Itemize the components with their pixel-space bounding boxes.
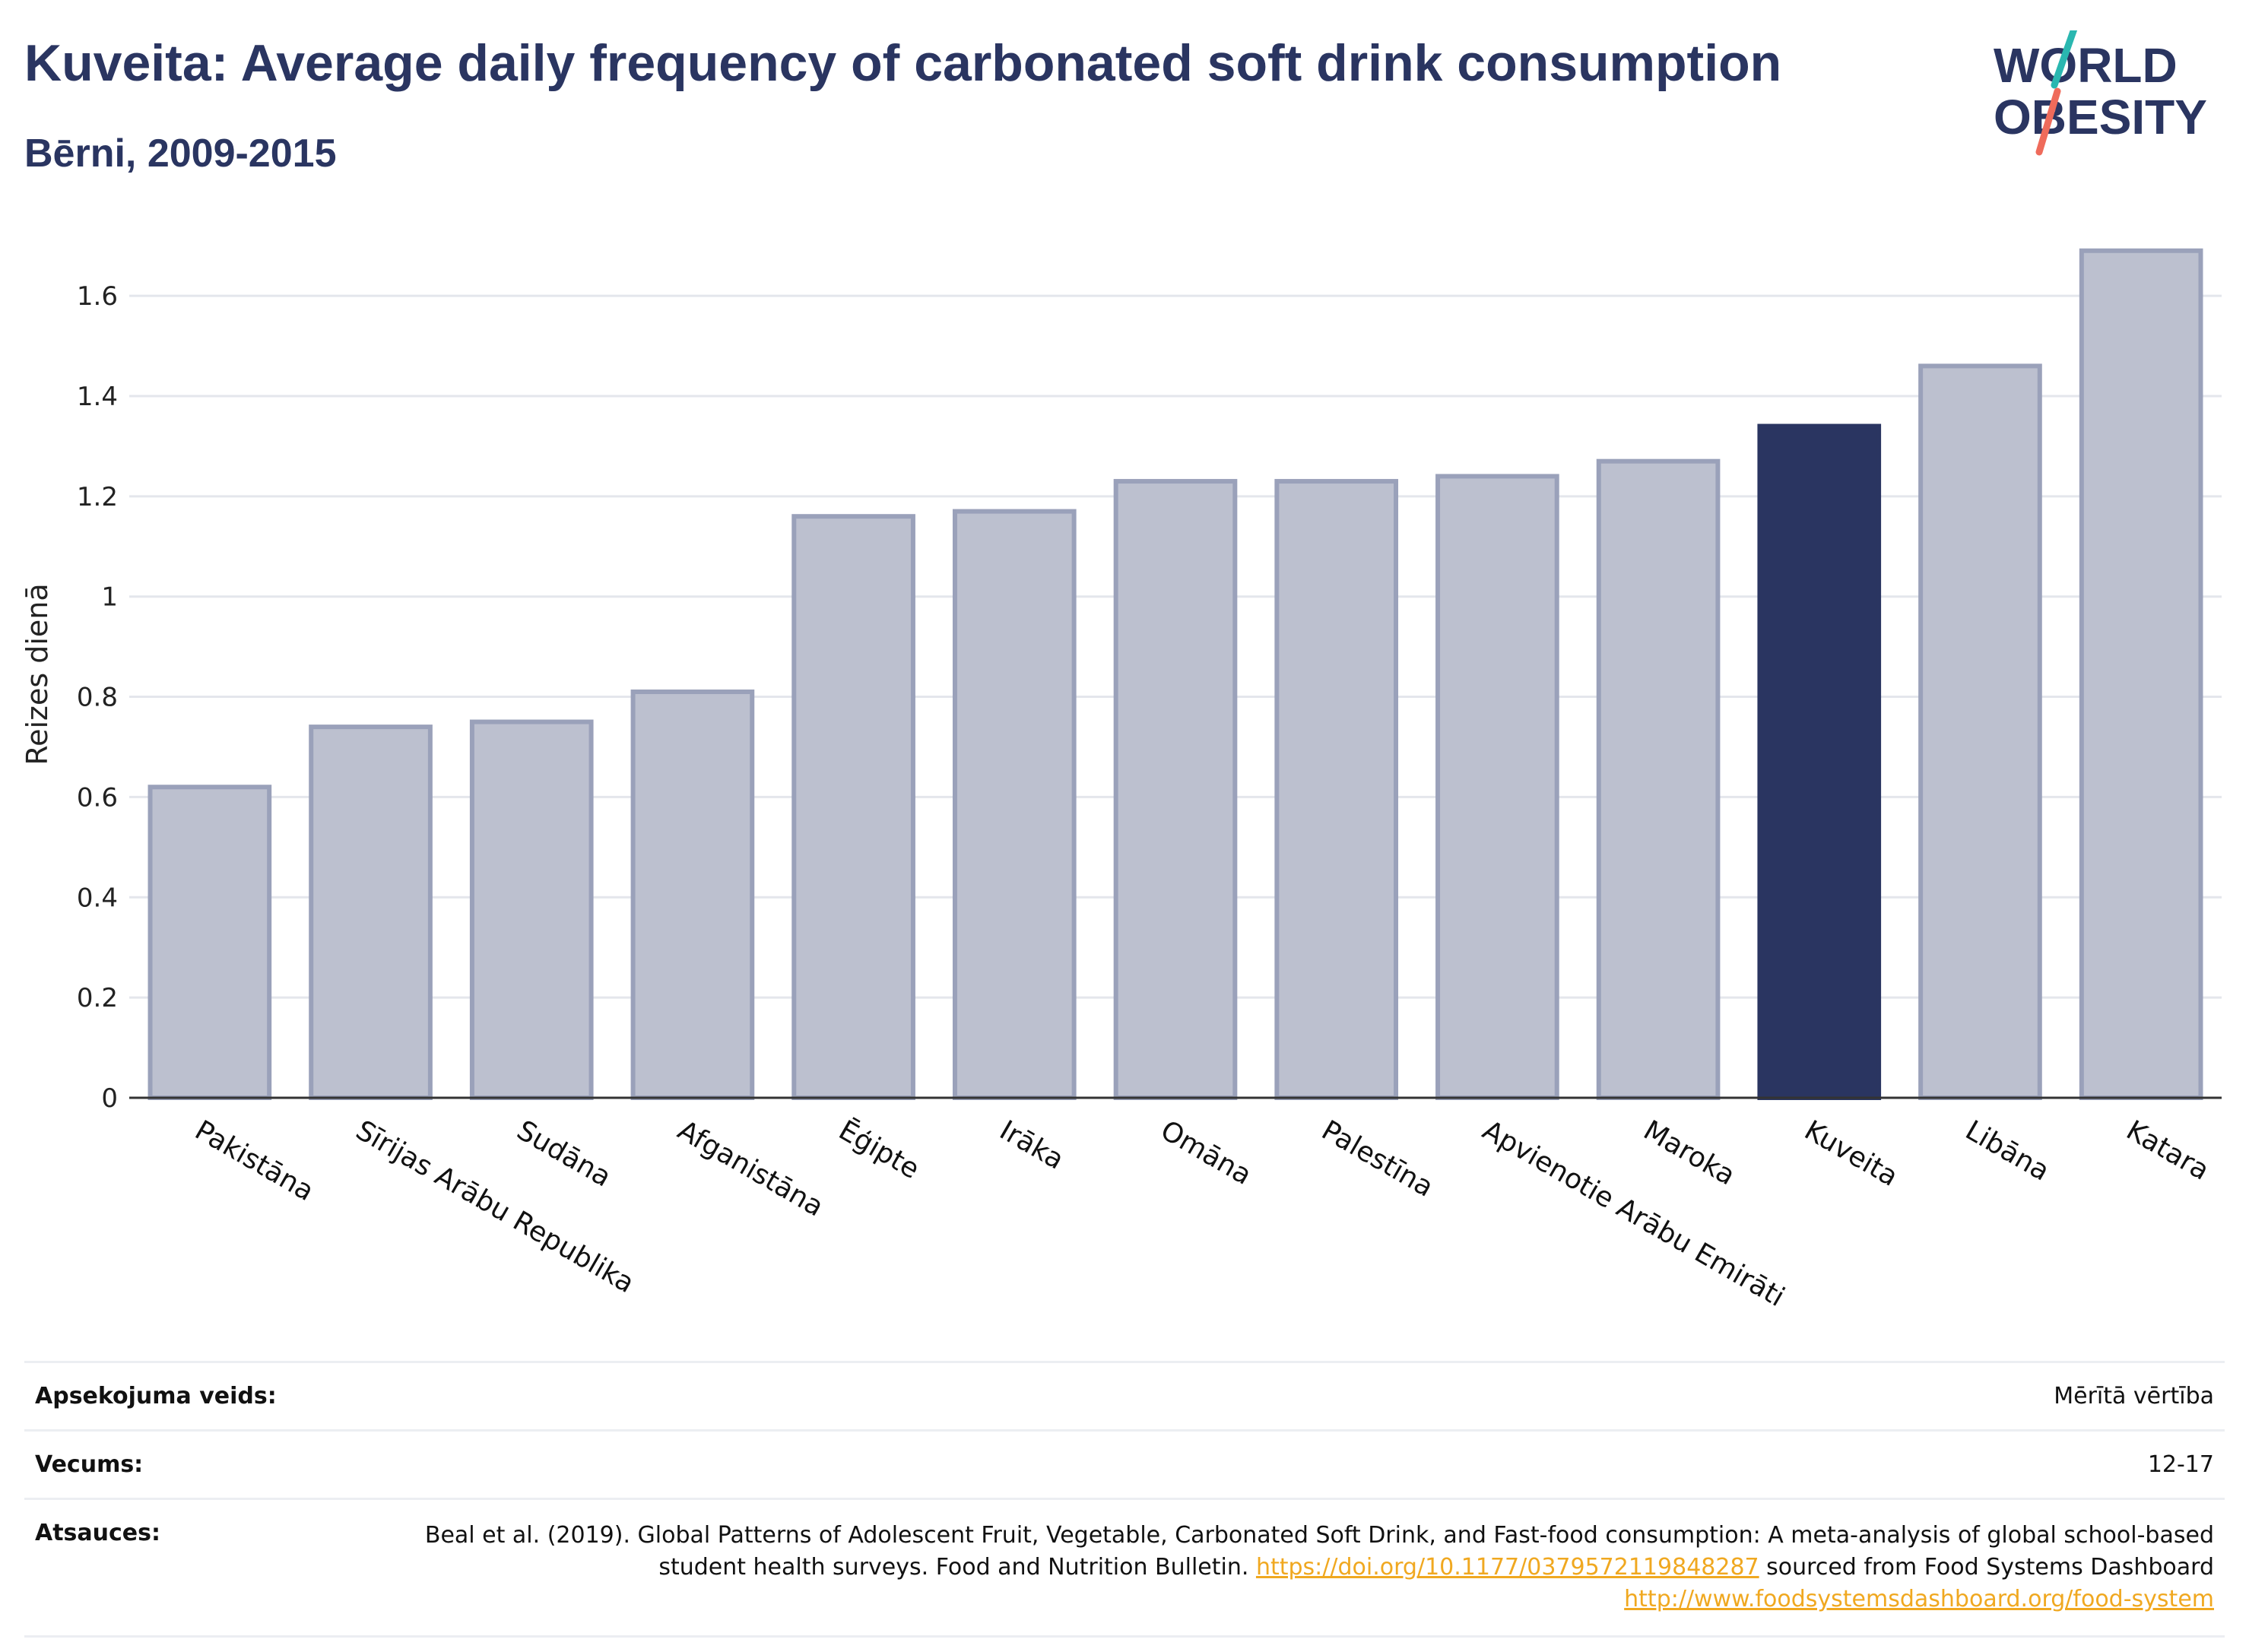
logo-word-obesity: OBESITY xyxy=(1994,90,2207,144)
bar-13 xyxy=(2079,248,2203,1101)
survey-type-label: Apsekojuma veids: xyxy=(35,1383,277,1409)
x-tick-label: Afganistāna xyxy=(672,1115,828,1222)
logo-teal-stroke xyxy=(2051,30,2078,89)
bar-5 xyxy=(791,514,915,1100)
bar-6 xyxy=(952,509,1077,1100)
x-tick-label: Pakistāna xyxy=(189,1115,319,1207)
bar-7 xyxy=(1113,479,1238,1100)
info-row-age: Vecums: 12-17 xyxy=(24,1429,2225,1498)
x-tick-label: Ēģipte xyxy=(833,1115,925,1185)
info-row-references: Atsauces: Beal et al. (2019). Global Pat… xyxy=(24,1498,2225,1638)
y-axis-label: Reizes dienā xyxy=(21,583,54,765)
world-obesity-logo: WORLD OBESITY xyxy=(1994,30,2207,156)
x-tick-label: Sudāna xyxy=(512,1115,617,1193)
x-tick-label: Sīrijas Arābu Republika xyxy=(351,1115,639,1299)
y-tick-label: 0.8 xyxy=(77,683,118,713)
y-tick-label: 1.4 xyxy=(77,382,118,412)
y-tick-label: 1.6 xyxy=(77,281,118,312)
info-row-survey: Apsekojuma veids: Mērītā vērtība xyxy=(24,1361,2225,1429)
reference-doi-link[interactable]: https://doi.org/10.1177/0379572119848287 xyxy=(1255,1554,1759,1581)
bar-11 xyxy=(1757,423,1882,1100)
references-text: Beal et al. (2019). Global Patterns of A… xyxy=(374,1520,2214,1616)
reference-dashboard-link[interactable]: http://www.foodsystemsdashboard.org/food… xyxy=(1624,1586,2214,1612)
bar-8 xyxy=(1274,479,1399,1100)
y-tick-label: 0 xyxy=(101,1083,118,1114)
y-tick-label: 0.4 xyxy=(77,883,118,913)
age-label: Vecums: xyxy=(35,1451,144,1478)
bar-4 xyxy=(630,689,755,1100)
bar-9 xyxy=(1435,474,1559,1100)
x-tick-label: Katara xyxy=(2121,1115,2215,1187)
x-tick-label: Kuveita xyxy=(1799,1115,1903,1193)
bar-1 xyxy=(148,785,272,1100)
info-table: Apsekojuma veids: Mērītā vērtība Vecums:… xyxy=(24,1361,2225,1638)
y-tick-label: 1.2 xyxy=(77,482,118,512)
bar-3 xyxy=(469,719,594,1100)
x-tick-label: Irāka xyxy=(994,1115,1069,1175)
x-tick-label: Omāna xyxy=(1156,1115,1257,1191)
reference-citation: Beal et al. (2019). Global Patterns of A… xyxy=(424,1522,2214,1581)
y-tick-label: 0.2 xyxy=(77,983,118,1013)
chart-title: Kuveita: Average daily frequency of carb… xyxy=(24,34,1782,92)
logo-coral-stroke xyxy=(2035,87,2061,156)
bar-12 xyxy=(1918,363,2042,1101)
logo-word-world: WORLD xyxy=(1994,38,2178,93)
bar-chart: 0 0.2 0.4 0.6 0.8 1 1.2 1.4 1.6 Pakistāna Sīrijas… xyxy=(21,248,2222,1313)
y-tick-labels: 0 0.2 0.4 0.6 0.8 1 1.2 1.4 1.6 xyxy=(77,281,118,1114)
x-tick-label: Libāna xyxy=(1960,1115,2054,1187)
x-tick-label: Apvienotie Arābu Emirāti xyxy=(1477,1115,1790,1313)
chart-subtitle: Bērni, 2009-2015 xyxy=(24,132,337,176)
y-tick-label: 1 xyxy=(101,582,118,613)
x-tick-label: Maroka xyxy=(1638,1115,1740,1191)
bar-2 xyxy=(309,725,433,1100)
bars xyxy=(148,248,2203,1101)
age-value: 12-17 xyxy=(2147,1451,2214,1478)
x-tick-label: Palestīna xyxy=(1316,1115,1439,1203)
bar-10 xyxy=(1596,458,1721,1100)
reference-source-text: sourced from Food Systems Dashboard xyxy=(1766,1554,2214,1581)
survey-type-value: Mērītā vērtība xyxy=(2054,1383,2214,1409)
y-tick-label: 0.6 xyxy=(77,782,118,813)
references-label: Atsauces: xyxy=(35,1520,160,1546)
